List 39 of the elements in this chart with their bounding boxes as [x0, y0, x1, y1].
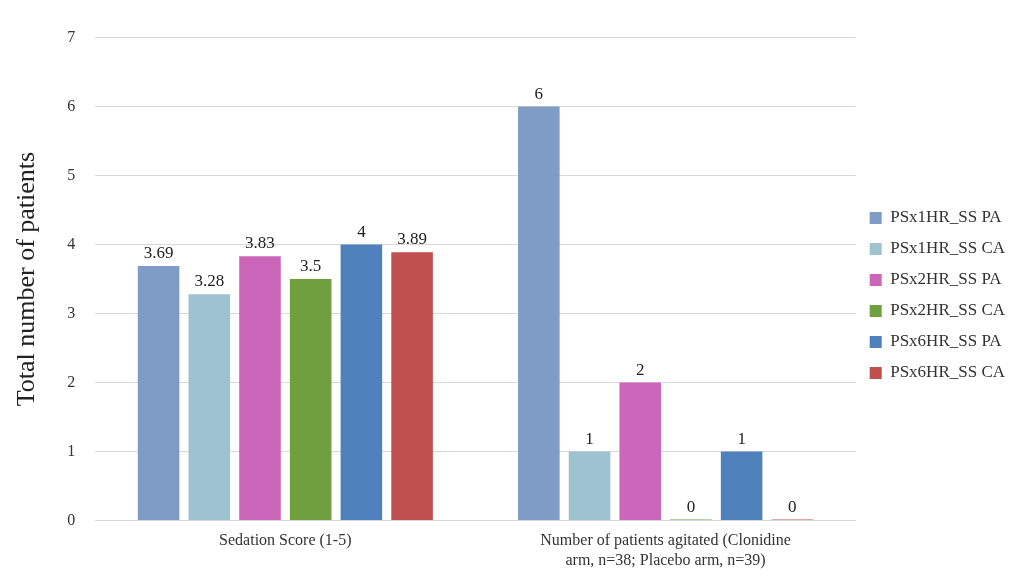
bar [137, 265, 180, 521]
data-label: 2 [635, 359, 645, 379]
bar [188, 294, 231, 521]
y-tick-label: 0 [67, 510, 76, 528]
y-tick-label: 2 [67, 372, 76, 390]
legend-label: PSx1HR_SS PA [890, 207, 1003, 227]
data-label: 3.5 [300, 256, 322, 276]
data-label: 3.69 [143, 242, 174, 262]
data-label: 3.89 [397, 229, 427, 249]
bar [289, 279, 332, 521]
data-label: 1 [585, 428, 594, 448]
y-tick-label: 1 [67, 441, 76, 459]
legend-label: PSx2HR_SS PA [890, 269, 1003, 289]
bar [619, 382, 662, 521]
x-tick-label: Number of patients agitated (Clonidine arm, n=38; Placebo arm, n=39) [540, 531, 791, 569]
bar [518, 106, 560, 521]
data-label: 3.28 [194, 271, 225, 291]
y-tick-label: 5 [67, 165, 76, 183]
bar [340, 244, 383, 521]
data-label: 0 [788, 496, 797, 516]
bar [391, 252, 433, 521]
y-tick-label: 6 [67, 96, 76, 114]
bar [239, 256, 281, 521]
data-label: 0 [686, 496, 696, 516]
legend-label: PSx6HR_SS PA [890, 331, 1003, 351]
y-axis-title: Total number of patients [11, 151, 41, 407]
x-tick-label: Sedation Score (1-5) [219, 531, 352, 550]
legend-label: PSx6HR_SS CA [890, 362, 1006, 382]
y-tick-label: 7 [67, 27, 76, 45]
data-label: 6 [534, 83, 544, 103]
data-label: 4 [357, 221, 367, 241]
bar [568, 451, 611, 521]
y-tick-label: 4 [67, 234, 76, 252]
legend-label: PSx2HR_SS CA [890, 300, 1006, 320]
y-tick-label: 3 [67, 303, 76, 321]
data-label: 3.83 [245, 233, 275, 253]
legend-label: PSx1HR_SS CA [890, 238, 1006, 258]
bar [720, 451, 763, 521]
data-label: 1 [737, 428, 746, 448]
